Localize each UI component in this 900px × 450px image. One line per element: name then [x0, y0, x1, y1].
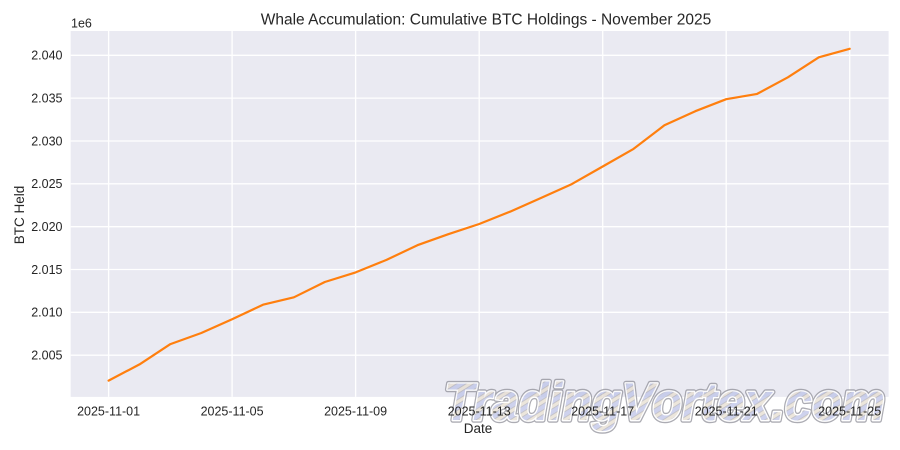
svg-text:2.005: 2.005	[31, 349, 62, 363]
svg-text:2.015: 2.015	[31, 263, 62, 277]
svg-text:Whale Accumulation: Cumulative: Whale Accumulation: Cumulative BTC Holdi…	[261, 12, 712, 29]
svg-text:2025-11-17: 2025-11-17	[571, 404, 634, 418]
svg-text:2025-11-05: 2025-11-05	[201, 404, 264, 418]
svg-text:BTC Held: BTC Held	[12, 186, 27, 245]
svg-text:Date: Date	[464, 421, 493, 436]
svg-text:2.040: 2.040	[31, 49, 62, 63]
svg-text:2.025: 2.025	[31, 177, 62, 191]
svg-text:2025-11-01: 2025-11-01	[77, 404, 140, 418]
svg-text:1e6: 1e6	[71, 16, 92, 30]
svg-text:2.035: 2.035	[31, 92, 62, 106]
svg-text:2.030: 2.030	[31, 134, 62, 148]
svg-text:2025-11-13: 2025-11-13	[448, 404, 511, 418]
svg-text:2.010: 2.010	[31, 306, 62, 320]
svg-text:2025-11-09: 2025-11-09	[324, 404, 387, 418]
svg-text:TradingVortex.com: TradingVortex.com	[444, 373, 885, 432]
svg-text:2025-11-21: 2025-11-21	[695, 404, 758, 418]
svg-text:TradingVortex.com: TradingVortex.com	[444, 373, 885, 432]
svg-text:2025-11-25: 2025-11-25	[818, 404, 881, 418]
svg-text:TradingVortex.com: TradingVortex.com	[444, 373, 885, 432]
svg-text:2.020: 2.020	[31, 220, 62, 234]
